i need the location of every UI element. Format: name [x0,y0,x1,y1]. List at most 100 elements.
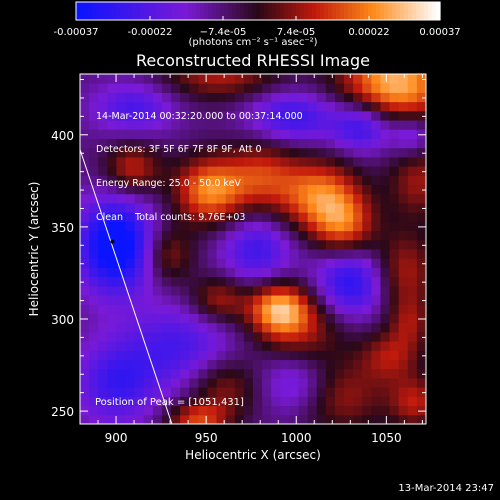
heatmap-cell [171,350,181,361]
heatmap-cell [161,212,172,222]
heatmap-cell [371,249,381,259]
heatmap-cell [125,313,136,324]
heatmap-cell [216,295,227,305]
heatmap-cell [125,377,136,388]
heatmap-cell [234,285,245,296]
heatmap-cell [380,258,391,268]
heatmap-cell [189,92,199,103]
heatmap-cell [171,193,181,204]
heatmap-cell [207,313,218,324]
heatmap-cell [180,414,190,425]
heatmap-cell [161,156,172,167]
heatmap-cell [134,304,145,314]
heatmap-cell [98,193,108,204]
heatmap-cell [80,239,90,250]
heatmap-cell [234,166,245,176]
heatmap-cell [161,230,172,241]
heatmap-cell [298,295,309,305]
heatmap-cell [344,313,354,324]
heatmap-cell [362,221,372,232]
heatmap-cell [398,129,409,139]
heatmap-cell [407,258,418,268]
heatmap-cell [416,110,427,121]
heatmap-cell [152,120,163,130]
heatmap-cell [353,350,363,361]
heatmap-cell [189,83,199,93]
heatmap-cell [134,110,145,121]
heatmap-cell [152,221,163,232]
heatmap-cell [398,110,409,121]
heatmap-cell [344,129,354,139]
heatmap-cell [344,120,354,130]
colorbar-cell [120,2,125,20]
heatmap-cell [225,276,236,287]
heatmap-cell [271,166,281,176]
heatmap-cell [134,101,145,112]
heatmap-cell [262,267,272,278]
heatmap-cell [371,101,381,112]
heatmap-cell [189,202,199,213]
heatmap-cell [362,322,372,333]
heatmap-cell [334,313,345,324]
heatmap-cell [234,267,245,278]
heatmap-cell [152,166,163,176]
heatmap-cell [243,414,254,425]
heatmap-cell [253,276,263,287]
colorbar-cell [132,2,137,20]
heatmap-cell [416,396,427,407]
heatmap-cell [98,341,108,351]
heatmap-cell [398,74,409,84]
heatmap-cell [307,120,318,130]
heatmap-cell [271,285,281,296]
heatmap-cell [416,331,427,342]
heatmap-cell [216,120,227,130]
heatmap-cell [262,322,272,333]
heatmap-cell [225,239,236,250]
heatmap-cell [116,193,127,204]
heatmap-cell [89,285,99,296]
heatmap-cell [152,331,163,342]
heatmap-cell [353,74,363,84]
heatmap-cell [271,193,281,204]
heatmap-cell [325,166,336,176]
heatmap-cell [298,74,309,84]
heatmap-cell [189,322,199,333]
heatmap-cell [362,202,372,213]
heatmap-cell [353,129,363,139]
heatmap-cell [262,377,272,388]
heatmap-cell [207,166,218,176]
heatmap-cell [289,304,300,314]
heatmap-cell [353,249,363,259]
heatmap-cell [407,368,418,379]
heatmap-cell [262,387,272,397]
heatmap-cell [362,377,372,388]
heatmap-cell [180,83,190,93]
heatmap-cell [216,129,227,139]
heatmap-cell [161,83,172,93]
heatmap-cell [80,276,90,287]
heatmap-cell [271,239,281,250]
heatmap-cell [407,147,418,158]
heatmap-cell [161,74,172,84]
heatmap-cell [134,295,145,305]
heatmap-cell [116,129,127,139]
heatmap-cell [180,276,190,287]
heatmap-cell [289,405,300,416]
heatmap-cell [216,313,227,324]
heatmap-cell [161,166,172,176]
heatmap-cell [389,221,400,232]
heatmap-cell [407,120,418,130]
heatmap-cell [107,396,117,407]
heatmap-cell [198,230,208,241]
heatmap-cell [243,74,254,84]
heatmap-cell [262,304,272,314]
peak-position-label: Position of Peak = [1051,431] [95,397,244,408]
heatmap-cell [353,341,363,351]
heatmap-cell [80,212,90,222]
heatmap-cell [225,156,236,167]
heatmap-cell [234,120,245,130]
heatmap-cell [298,147,309,158]
heatmap-cell [298,156,309,167]
heatmap-cell [198,221,208,232]
heatmap-cell [89,249,99,259]
